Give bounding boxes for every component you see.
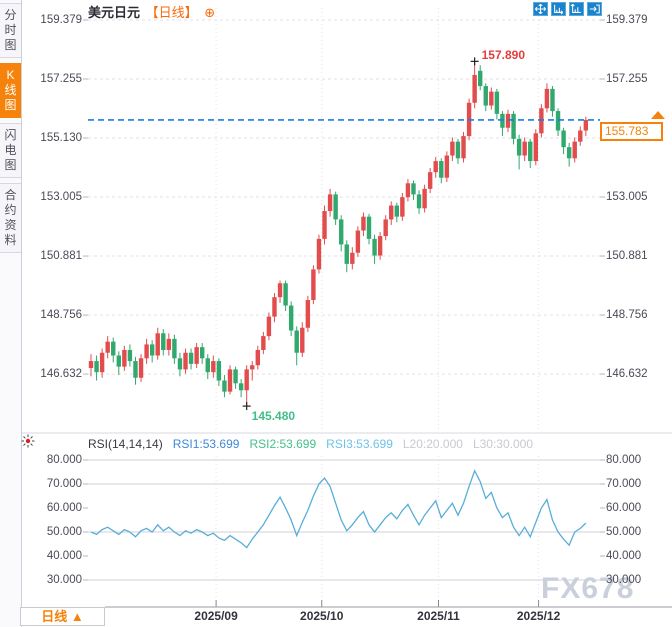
rsi-axis-label-right: 70.000 bbox=[606, 478, 642, 490]
exit-chart-icon[interactable] bbox=[587, 2, 602, 16]
rsi-axis-label-left: 50.000 bbox=[46, 526, 82, 538]
rsi-legend-item: L30:30.000 bbox=[472, 437, 533, 451]
zoom-horizontal-axis-icon[interactable] bbox=[551, 2, 566, 16]
sidebar-item-tab[interactable]: 分时图 bbox=[0, 3, 21, 58]
triangle-up-icon: ▲ bbox=[70, 609, 84, 624]
price-axis-label-right: 159.379 bbox=[606, 14, 648, 26]
last-price-badge: 155.783 bbox=[600, 121, 663, 141]
price-axis-label-right: 157.255 bbox=[606, 73, 648, 85]
price-axis-label-left: 153.005 bbox=[40, 191, 82, 204]
price-axis-label-left: 157.255 bbox=[40, 73, 82, 85]
price-axis-label-left: 155.130 bbox=[40, 132, 82, 145]
low-price-annotation: 145.480 bbox=[251, 409, 296, 424]
zoom-vertical-axis-icon[interactable] bbox=[569, 2, 584, 16]
price-axis-label-right: 148.756 bbox=[606, 309, 648, 322]
period-selector-tab[interactable]: 日线 ▲ bbox=[20, 607, 105, 626]
rsi-axis-label-left: 40.000 bbox=[46, 550, 82, 562]
rsi-legend-item: L20:20.000 bbox=[402, 437, 463, 451]
date-axis-label: 2025/11 bbox=[417, 609, 460, 623]
rsi-axis-label-right: 60.000 bbox=[606, 502, 642, 514]
rsi-axis-label-right: 80.000 bbox=[606, 454, 642, 466]
rsi-legend-item: RSI3:53.699 bbox=[326, 437, 393, 451]
chart-toolbar bbox=[533, 2, 602, 16]
price-axis-label-right: 150.881 bbox=[606, 250, 648, 263]
price-axis-label-left: 146.632 bbox=[40, 368, 82, 381]
expand-icon[interactable]: ⊕ bbox=[204, 5, 216, 20]
high-price-annotation: 157.890 bbox=[481, 48, 526, 63]
chart-header: 美元日元 【日线】 ⊕ bbox=[88, 2, 215, 21]
rsi-indicator-header: RSI(14,14,14) RSI1:53.699 RSI2:53.699 RSI3:… bbox=[88, 437, 543, 451]
period-selector-label: 日线 bbox=[41, 609, 68, 624]
date-axis-label: 2025/10 bbox=[300, 609, 344, 623]
move-icon[interactable] bbox=[533, 2, 548, 16]
fx678-watermark: FX678 bbox=[541, 572, 635, 605]
date-axis-label: 2025/09 bbox=[194, 609, 238, 623]
price-axis-label-left: 150.881 bbox=[40, 250, 82, 263]
price-axis-label-right: 146.632 bbox=[606, 368, 648, 381]
date-axis-label: 2025/12 bbox=[516, 609, 561, 623]
rsi-axis-label-right: 40.000 bbox=[606, 550, 642, 562]
price-axis-label-right: 153.005 bbox=[606, 191, 648, 204]
rsi-axis-label-right: 50.000 bbox=[606, 526, 642, 538]
rsi-legend-item: RSI1:53.699 bbox=[172, 437, 240, 451]
indicator-settings-icon[interactable] bbox=[21, 434, 35, 448]
rsi-axis-label-left: 30.000 bbox=[46, 574, 82, 586]
sidebar-item-tab[interactable]: 合约资料 bbox=[0, 183, 21, 253]
rsi-legend-item: RSI(14,14,14) bbox=[88, 437, 163, 451]
price-up-arrow-icon bbox=[651, 110, 665, 119]
sidebar-item-tab[interactable]: 闪电图 bbox=[0, 123, 21, 178]
rsi-axis-label-left: 60.000 bbox=[46, 502, 82, 514]
rsi-legend-item: RSI2:53.699 bbox=[249, 437, 317, 451]
price-axis-label-left: 159.379 bbox=[40, 14, 82, 26]
rsi-axis-label-right: 30.000 bbox=[606, 574, 642, 586]
rsi-axis-label-left: 70.000 bbox=[46, 478, 82, 490]
period-label: 【日线】 bbox=[145, 5, 198, 20]
price-axis-label-left: 148.756 bbox=[40, 309, 82, 322]
symbol-title: 美元日元 bbox=[88, 5, 141, 20]
rsi-axis-label-left: 80.000 bbox=[46, 454, 82, 466]
